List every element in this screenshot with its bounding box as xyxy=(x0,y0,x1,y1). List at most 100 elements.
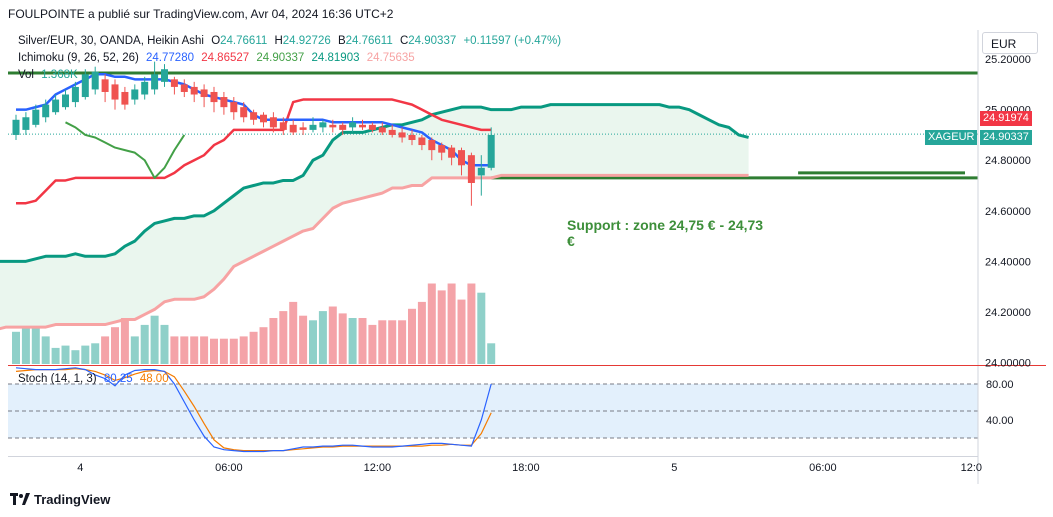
time-tick-label: 06:00 xyxy=(215,462,243,474)
volume-bar xyxy=(61,345,70,364)
ichimoku-kijun-value: 24.86527 xyxy=(201,52,250,64)
candle-body[interactable] xyxy=(62,94,69,108)
candle-body[interactable] xyxy=(151,74,159,90)
ichimoku-legend: Ichimoku (9, 26, 52, 26) 24.77280 24.865… xyxy=(18,52,419,64)
price-tick-label: 25.20000 xyxy=(985,54,1031,66)
stoch-d-value: 48.00 xyxy=(139,373,169,385)
volume-bar xyxy=(111,327,119,364)
time-tick-label: 18:00 xyxy=(512,462,540,474)
candle-body[interactable] xyxy=(319,122,327,128)
candle-body[interactable] xyxy=(309,124,317,130)
candle-body[interactable] xyxy=(428,140,436,151)
candle-body[interactable] xyxy=(12,119,20,135)
stoch-title[interactable]: Stoch (14, 1, 3) xyxy=(18,373,97,385)
volume-bar xyxy=(289,301,298,364)
candle-body[interactable] xyxy=(368,124,376,130)
stoch-legend: Stoch (14, 1, 3) 80.25 48.00 xyxy=(18,373,173,385)
candle-body[interactable] xyxy=(418,137,426,146)
candle-body[interactable] xyxy=(121,91,129,105)
candle-body[interactable] xyxy=(388,129,396,135)
volume-bar xyxy=(299,315,308,364)
volume-bar xyxy=(259,327,268,364)
candle-body[interactable] xyxy=(71,86,79,103)
volume-bar xyxy=(398,320,407,364)
volume-bar xyxy=(447,283,456,364)
ichimoku-cloud-fill xyxy=(0,104,749,329)
price-badge-red: 24.91974 xyxy=(980,111,1032,126)
candle-body[interactable] xyxy=(32,109,40,125)
candle-body[interactable] xyxy=(438,145,446,153)
candle-body[interactable] xyxy=(279,122,287,130)
volume-bar xyxy=(101,336,110,364)
currency-button[interactable]: EUR xyxy=(982,32,1038,54)
tradingview-logo[interactable]: TradingView xyxy=(10,492,110,508)
candle-body[interactable] xyxy=(200,89,208,98)
candle-body[interactable] xyxy=(81,74,89,98)
candle-body[interactable] xyxy=(161,69,168,82)
volume-bar xyxy=(71,350,80,364)
candle-body[interactable] xyxy=(378,127,386,133)
price-tick-label: 24.00000 xyxy=(985,357,1031,369)
candle-body[interactable] xyxy=(398,132,406,138)
price-badge-green: 24.90337 xyxy=(980,130,1032,145)
candle-body[interactable] xyxy=(210,91,218,103)
candle-body[interactable] xyxy=(339,124,347,130)
symbol-legend: Silver/EUR, 30, OANDA, Heikin Ashi O24.7… xyxy=(18,35,565,47)
support-annotation[interactable]: Support : zone 24,75 € - 24,73 € xyxy=(567,217,764,249)
price-tick-label: 24.60000 xyxy=(985,206,1031,218)
candle-body[interactable] xyxy=(230,102,238,113)
volume-bar xyxy=(31,327,40,364)
volume-bar xyxy=(427,283,436,364)
candle-body[interactable] xyxy=(190,86,198,95)
candle-body[interactable] xyxy=(448,147,456,158)
volume-bar xyxy=(348,318,357,364)
candle-body[interactable] xyxy=(458,150,465,166)
symbol-title[interactable]: Silver/EUR, 30, OANDA, Heikin Ashi xyxy=(18,35,204,47)
ohlc-open: O24.76611 xyxy=(211,35,268,47)
candle-body[interactable] xyxy=(131,89,139,100)
volume-bar xyxy=(358,318,367,364)
candle-body[interactable] xyxy=(329,124,337,128)
ichimoku-span-b-value: 24.75635 xyxy=(366,52,415,64)
candle-body[interactable] xyxy=(359,124,366,128)
candle-body[interactable] xyxy=(22,117,30,130)
stoch-d-line xyxy=(15,368,492,452)
time-tick-label: 4 xyxy=(77,462,83,474)
candle-body[interactable] xyxy=(141,81,149,95)
ichimoku-kijun-line xyxy=(16,98,492,205)
volume-bar xyxy=(437,290,446,364)
symbol-badge: XAGEUR xyxy=(925,130,978,145)
candle-body[interactable] xyxy=(477,167,485,176)
candle-body[interactable] xyxy=(349,122,357,128)
candle-body[interactable] xyxy=(52,99,60,113)
candle-body[interactable] xyxy=(250,112,258,120)
volume-bar xyxy=(239,336,248,364)
candle-body[interactable] xyxy=(289,124,297,133)
candle-body[interactable] xyxy=(240,107,248,118)
volume-bar xyxy=(378,320,387,364)
stoch-k-line xyxy=(15,367,492,453)
candle-body[interactable] xyxy=(91,71,99,90)
candle-body[interactable] xyxy=(467,155,475,183)
candle-body[interactable] xyxy=(180,84,188,92)
candle-body[interactable] xyxy=(269,117,277,128)
candle-body[interactable] xyxy=(408,134,416,141)
candle-body[interactable] xyxy=(170,79,178,87)
candle-body[interactable] xyxy=(220,97,228,108)
candle-body[interactable] xyxy=(42,104,50,118)
volume-bar xyxy=(229,338,238,364)
candle-body[interactable] xyxy=(101,79,109,92)
ohlc-close: C24.90337 xyxy=(399,35,457,47)
volume-title[interactable]: Vol xyxy=(18,69,34,81)
volume-bar xyxy=(467,283,476,364)
volume-bar xyxy=(140,324,149,364)
volume-bar xyxy=(200,336,209,364)
candle-body[interactable] xyxy=(260,114,267,123)
ichimoku-title[interactable]: Ichimoku (9, 26, 52, 26) xyxy=(18,52,139,64)
ohlc-change: +0.11597 (+0.47%) xyxy=(463,35,562,47)
volume-bar xyxy=(160,324,169,364)
candle-body[interactable] xyxy=(299,127,307,130)
candle-body[interactable] xyxy=(111,84,119,100)
candle-body[interactable] xyxy=(487,134,495,168)
